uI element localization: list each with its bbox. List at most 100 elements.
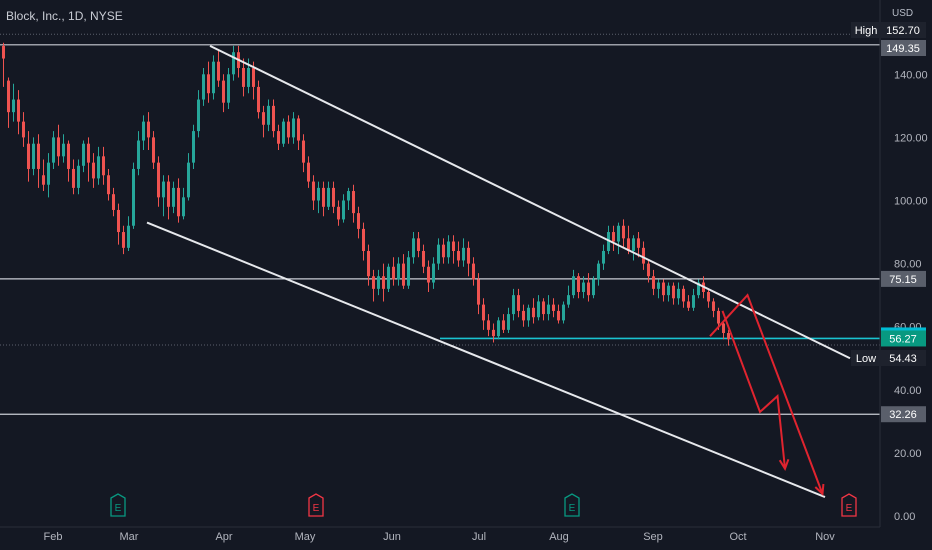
candle-body bbox=[677, 288, 680, 299]
price-level-value: 32.26 bbox=[889, 409, 917, 421]
price-level-box bbox=[881, 330, 926, 347]
candle-body bbox=[102, 156, 105, 176]
candle-body bbox=[412, 238, 415, 258]
arrowhead bbox=[778, 458, 790, 471]
candle-body bbox=[222, 80, 225, 103]
candle-body bbox=[72, 168, 75, 188]
candle-body bbox=[322, 187, 325, 207]
x-tick-label: Aug bbox=[549, 531, 569, 543]
candle-body bbox=[147, 121, 150, 138]
candle-body bbox=[142, 121, 145, 141]
candle-body bbox=[687, 301, 690, 308]
price-level-tag-text: Low bbox=[856, 353, 876, 365]
earnings-marker: E bbox=[564, 493, 580, 517]
candle-body bbox=[87, 143, 90, 163]
candle-body bbox=[457, 250, 460, 261]
candle-body bbox=[392, 266, 395, 280]
candle-body bbox=[357, 213, 360, 229]
candle-body bbox=[167, 181, 170, 207]
candle-body bbox=[627, 238, 630, 251]
chart-title: Block, Inc., 1D, NYSE bbox=[6, 9, 123, 23]
candle-body bbox=[422, 250, 425, 267]
candle-body bbox=[77, 165, 80, 188]
x-tick-label: Jul bbox=[472, 531, 486, 543]
candle-body bbox=[367, 250, 370, 277]
earnings-marker: E bbox=[841, 493, 857, 517]
candle-body bbox=[682, 288, 685, 302]
candle-body bbox=[482, 304, 485, 321]
earnings-marker: E bbox=[110, 493, 126, 517]
y-tick-label: 120.00 bbox=[894, 132, 928, 144]
x-tick-label: Mar bbox=[120, 531, 139, 543]
candle-body bbox=[212, 61, 215, 94]
y-tick-label: 80.00 bbox=[894, 259, 922, 271]
candle-body bbox=[247, 67, 250, 87]
candle-body bbox=[127, 225, 130, 248]
lower-trendline bbox=[146, 221, 826, 498]
candle-body bbox=[652, 276, 655, 289]
candle-body bbox=[182, 197, 185, 217]
candle-body bbox=[437, 244, 440, 264]
candle-body bbox=[577, 276, 580, 292]
candle-body bbox=[592, 279, 595, 296]
candle-body bbox=[407, 257, 410, 286]
candle-body bbox=[442, 244, 445, 258]
candle-body bbox=[502, 320, 505, 330]
currency-label: USD bbox=[892, 8, 914, 19]
price-level-value: 149.35 bbox=[886, 43, 920, 55]
y-tick-label: 140.00 bbox=[894, 69, 928, 81]
y-tick-label: 100.00 bbox=[894, 196, 928, 208]
candle-body bbox=[427, 266, 430, 283]
candle-body bbox=[632, 238, 635, 251]
candle-body bbox=[587, 282, 590, 296]
price-level-value: 56.27 bbox=[889, 333, 917, 345]
projection-arrow-2 bbox=[709, 293, 824, 495]
candle-body bbox=[622, 225, 625, 239]
x-tick-label: Feb bbox=[44, 531, 63, 543]
candle-body bbox=[512, 295, 515, 315]
candle-body bbox=[557, 310, 560, 321]
price-level-value: 152.70 bbox=[886, 25, 920, 37]
candle-body bbox=[472, 263, 475, 280]
candle-body bbox=[717, 310, 720, 324]
price-level-value: 75.15 bbox=[889, 274, 917, 286]
candle-body bbox=[137, 140, 140, 169]
y-tick-label: 0.00 bbox=[894, 511, 915, 523]
price-level-tag-text: High bbox=[855, 25, 878, 37]
candle-body bbox=[382, 276, 385, 289]
candle-body bbox=[152, 137, 155, 163]
candle-body bbox=[617, 225, 620, 242]
candle-body bbox=[62, 143, 65, 157]
candle-body bbox=[582, 282, 585, 292]
earnings-label: E bbox=[569, 503, 576, 514]
candle-body bbox=[52, 137, 55, 163]
candle-body bbox=[97, 156, 100, 179]
candle-body bbox=[612, 232, 615, 242]
candle-body bbox=[637, 238, 640, 248]
x-tick-label: Apr bbox=[215, 531, 232, 543]
candle-body bbox=[397, 263, 400, 280]
candle-body bbox=[477, 279, 480, 305]
candle-body bbox=[402, 263, 405, 286]
candle-body bbox=[202, 74, 205, 100]
price-level-tag bbox=[851, 22, 881, 38]
candle-body bbox=[497, 320, 500, 337]
candle-body bbox=[192, 131, 195, 163]
candle-body bbox=[197, 99, 200, 132]
candle-body bbox=[297, 118, 300, 141]
x-tick-label: Nov bbox=[815, 531, 835, 543]
candle-body bbox=[697, 282, 700, 296]
candle-body bbox=[292, 118, 295, 138]
candle-body bbox=[562, 304, 565, 321]
candle-body bbox=[157, 162, 160, 198]
candle-body bbox=[252, 67, 255, 87]
candle-body bbox=[17, 99, 20, 122]
candle-body bbox=[722, 323, 725, 334]
candle-body bbox=[12, 99, 15, 113]
candle-body bbox=[647, 263, 650, 277]
candle-body bbox=[312, 181, 315, 201]
candle-body bbox=[287, 121, 290, 138]
candle-body bbox=[32, 143, 35, 169]
candle-body bbox=[257, 86, 260, 113]
